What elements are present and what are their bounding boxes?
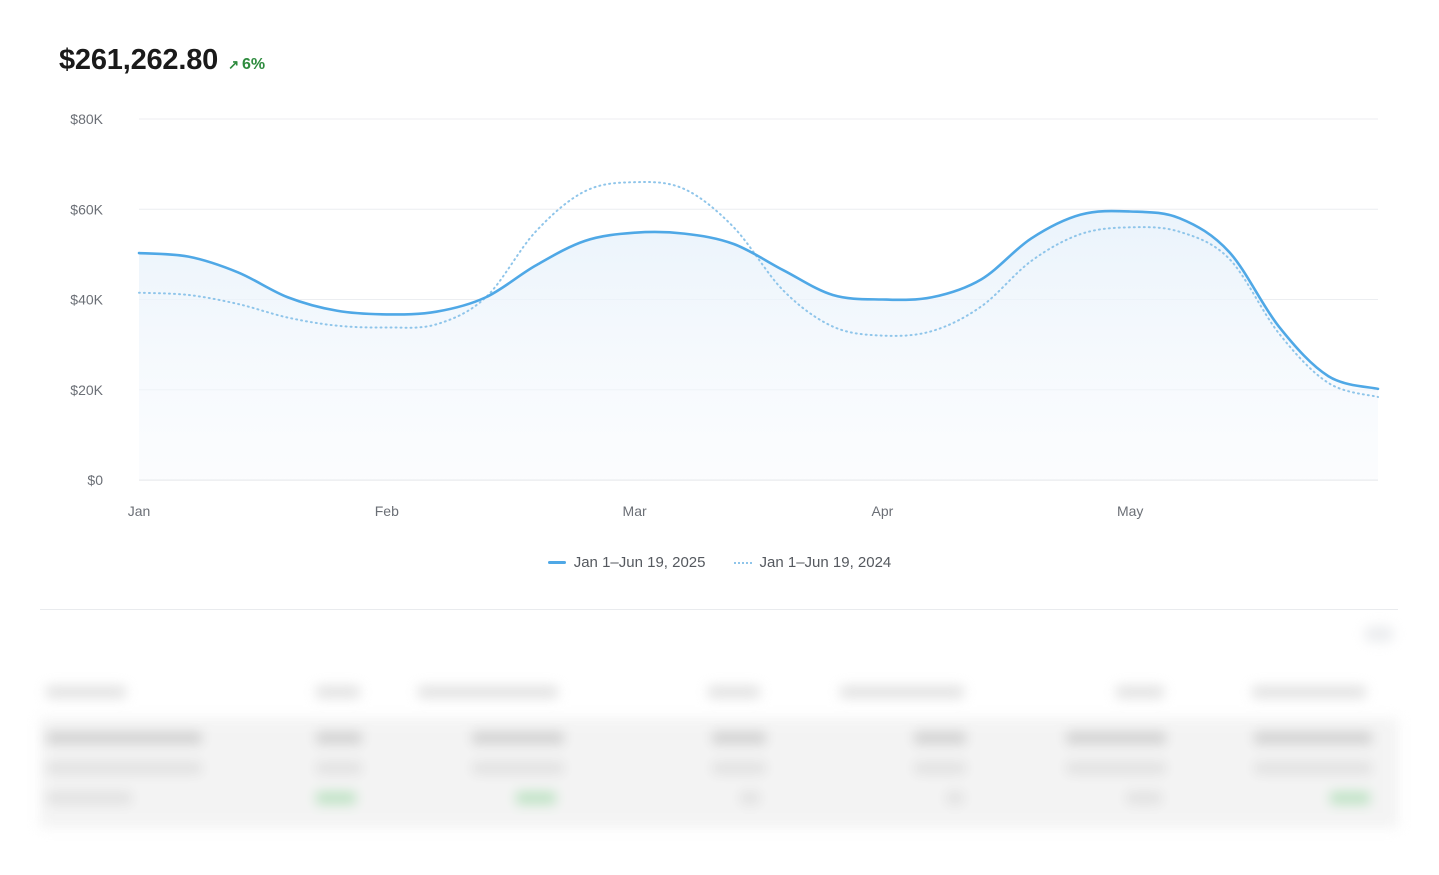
chart-legend: Jan 1–Jun 19, 2025 Jan 1–Jun 19, 2024 (0, 554, 1439, 571)
y-tick-label: $20K (70, 382, 103, 398)
legend-label-previous: Jan 1–Jun 19, 2024 (759, 554, 892, 571)
delta-value: 6% (241, 56, 266, 73)
series-area-fill (139, 211, 1378, 480)
table-header-row (40, 680, 1398, 704)
line-chart: $0 $20K $40K $60K $80K Jan Feb Mar Apr May (70, 111, 1380, 519)
y-tick-label: $0 (87, 472, 103, 488)
arrow-up-right-icon: ↗ (228, 57, 239, 72)
y-tick-label: $40K (70, 292, 103, 308)
y-tick-label: $60K (70, 201, 103, 217)
x-tick-label: Jan (128, 503, 151, 519)
series-line-current (137, 209, 1380, 391)
delta-badge: ↗ 6% (228, 56, 265, 74)
y-tick-label: $80K (70, 111, 103, 127)
table-toggle (1364, 626, 1394, 642)
blurred-table (40, 620, 1398, 835)
x-tick-label: Apr (872, 503, 894, 519)
section-divider (40, 609, 1398, 610)
legend-swatch-solid (547, 561, 566, 564)
x-tick-label: Feb (375, 503, 399, 519)
x-tick-label: May (1117, 503, 1143, 519)
total-value: $261,262.80 (59, 44, 219, 76)
table-body (40, 718, 1398, 828)
x-tick-label: Mar (623, 503, 647, 519)
summary-header: $261,262.80 ↗ 6% (59, 44, 265, 77)
legend-item-current[interactable]: Jan 1–Jun 19, 2025 (547, 554, 706, 571)
series-line-previous (138, 181, 1379, 398)
legend-label-current: Jan 1–Jun 19, 2025 (573, 554, 706, 571)
legend-swatch-dotted (733, 561, 752, 564)
legend-item-previous[interactable]: Jan 1–Jun 19, 2024 (733, 554, 892, 571)
